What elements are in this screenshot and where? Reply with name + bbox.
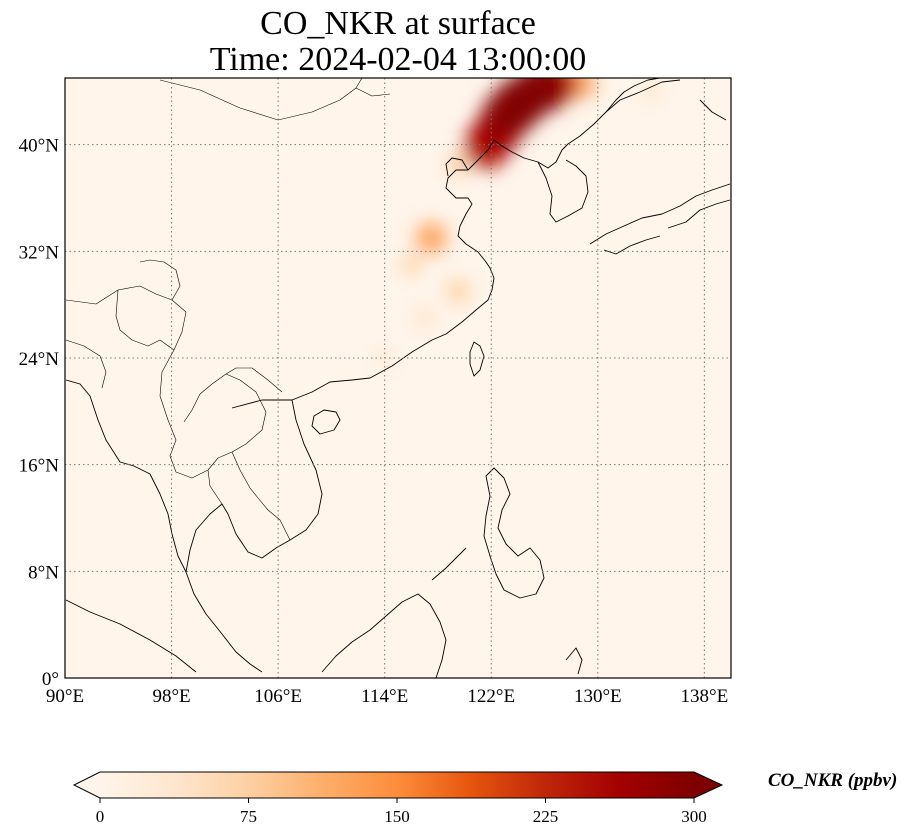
plume-2 (413, 307, 436, 329)
colorbar-tick-labels: 0 75 150 225 300 (96, 798, 707, 826)
coastline-sulawesi (565, 647, 583, 675)
concentration-field-background (65, 78, 731, 678)
coastline-korea (537, 159, 589, 223)
lat-tick-label: 8°N (28, 562, 59, 583)
colorbar-tick-label: 75 (240, 807, 257, 826)
coastline-hainan (311, 409, 341, 435)
border-lines (65, 259, 291, 541)
map-plot-area (64, 77, 732, 679)
lat-tick-label: 0° (42, 669, 59, 690)
gridlines (65, 78, 731, 678)
colorbar-tick-label: 300 (681, 807, 707, 826)
lat-tick-label: 24°N (19, 349, 60, 370)
longitude-tick-labels: 90°E 98°E 106°E 114°E 122°E 130°E 138°E (46, 686, 728, 707)
colorbar-tick-label: 0 (96, 807, 105, 826)
lon-tick-label: 114°E (361, 686, 408, 707)
coastline-palawan (431, 547, 467, 581)
coastline-far-east (605, 79, 681, 113)
lon-tick-label: 90°E (46, 686, 84, 707)
plume-13 (515, 78, 568, 114)
lat-tick-label: 40°N (19, 136, 60, 157)
coastline-philippines (483, 467, 545, 599)
map-subtitle-time: Time: 2024-02-04 13:00:00 (209, 41, 587, 78)
lon-tick-label: 138°E (681, 686, 729, 707)
map-frame (64, 77, 732, 679)
latitude-tick-labels: 0° 8°N 16°N 24°N 32°N 40°N (19, 136, 60, 690)
map-title: CO_NKR at surface (260, 5, 536, 42)
colorbar-gradient (100, 772, 694, 798)
coastline-borneo (321, 593, 447, 678)
coastline-east-asia (231, 78, 661, 409)
lon-tick-label: 98°E (152, 686, 190, 707)
coastline-sumatra (65, 599, 197, 673)
concentration-plumes (374, 78, 662, 369)
coastline-indochina (185, 399, 323, 673)
plume-5 (445, 278, 471, 304)
colorbar-label: CO_NKR (ppbv) (768, 770, 898, 791)
plume-1 (640, 80, 662, 102)
colorbar: 0 75 150 225 300 (72, 771, 724, 826)
colorbar-tick-label: 225 (533, 807, 559, 826)
colorbar-extend-max (694, 772, 722, 798)
border-mongolia (159, 78, 391, 121)
lat-tick-label: 16°N (19, 456, 60, 477)
coastline-bohai (445, 157, 469, 177)
lon-tick-label: 130°E (574, 686, 622, 707)
plume-7 (415, 222, 448, 254)
colorbar-extend-min (74, 772, 100, 798)
lon-tick-label: 122°E (467, 686, 515, 707)
colorbar-tick-label: 150 (384, 807, 410, 826)
coastline-taiwan (469, 341, 485, 377)
plume-3 (399, 252, 424, 277)
lon-tick-label: 106°E (254, 686, 302, 707)
coastline-japan (589, 99, 731, 255)
lat-tick-label: 32°N (19, 242, 60, 263)
